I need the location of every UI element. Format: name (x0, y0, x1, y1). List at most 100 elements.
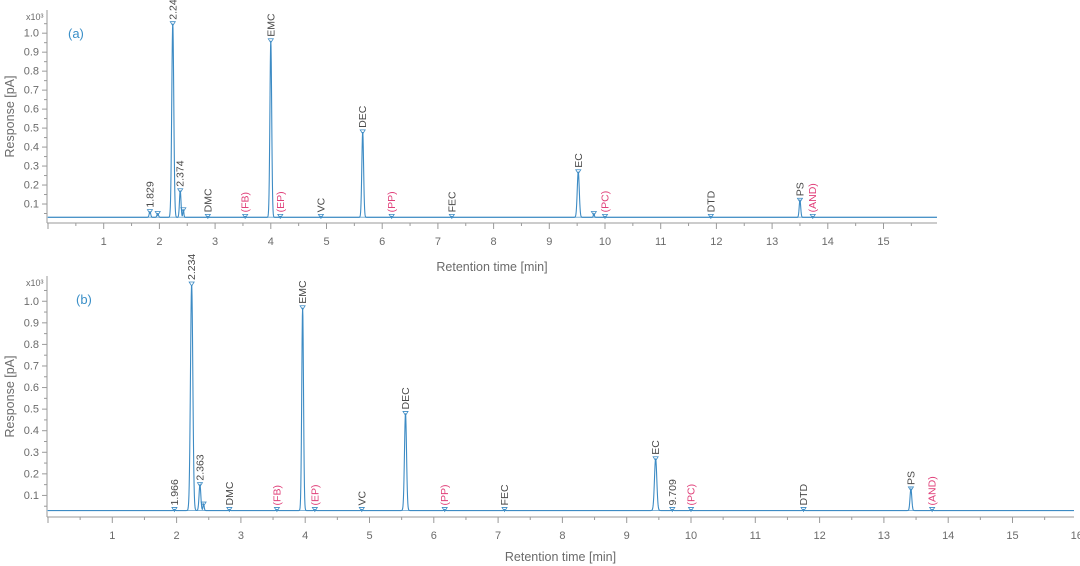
x-tick-label: 13 (878, 530, 890, 542)
peak-label: DTD (798, 483, 810, 505)
peak-marker (601, 213, 609, 220)
peak-label: (PC) (686, 484, 698, 506)
chart-panel: 1 2 3 4 5 6 7 8 9 10 11 12 13 14 150.10.20.30.40.50.60… (3, 0, 937, 274)
peak-marker (707, 213, 715, 220)
y-tick-label: 1.0 (24, 296, 39, 308)
y-tick-label: 0.1 (24, 490, 39, 502)
peak-marker (928, 507, 936, 513)
peak-marker (180, 207, 187, 213)
peak-marker (188, 281, 195, 287)
peak-label: (PC) (600, 191, 612, 213)
peak-label: FEC (446, 191, 458, 212)
peak-marker (402, 411, 409, 417)
peak-marker (317, 213, 325, 220)
x-tick-label: 15 (1006, 530, 1018, 542)
x-tick-label: 13 (766, 236, 778, 248)
x-tick-label: 5 (323, 236, 329, 248)
peak-label: PS (905, 471, 917, 485)
peak-label: (FB) (240, 192, 252, 212)
y-multiplier-label: x10³ (26, 12, 44, 22)
x-tick-label: 14 (942, 530, 954, 542)
y-tick-label: 0.8 (24, 66, 39, 78)
x-tick-label: 4 (302, 530, 308, 542)
x-tick-label: 15 (877, 236, 889, 248)
x-tick-label: 5 (366, 530, 372, 542)
peak-marker (299, 305, 306, 311)
x-tick-label: 11 (655, 236, 666, 248)
peak-label: EC (650, 440, 662, 455)
x-tick-label: 12 (710, 236, 722, 248)
peak-marker (177, 188, 184, 194)
y-tick-label: 0.9 (24, 317, 39, 329)
x-tick-label: 10 (685, 530, 697, 542)
y-tick-label: 0.3 (24, 447, 39, 459)
x-tick-label: 8 (491, 236, 497, 248)
x-tick-label: 2 (156, 236, 162, 248)
peak-marker (687, 507, 695, 513)
peak-label: DTD (705, 190, 717, 212)
x-tick-label: 11 (750, 530, 761, 542)
y-tick-label: 0.7 (24, 85, 39, 97)
chromatogram-trace (48, 284, 1074, 512)
y-tick-label: 0.5 (24, 123, 39, 135)
x-tick-label: 6 (431, 530, 437, 542)
y-tick-label: 0.9 (24, 47, 39, 59)
y-tick-label: 0.3 (24, 161, 39, 173)
y-tick-label: 0.7 (24, 360, 39, 372)
x-tick-label: 6 (379, 236, 385, 248)
peak-label: (AND) (927, 476, 939, 505)
x-tick-label: 4 (268, 236, 274, 248)
peak-marker (359, 129, 366, 135)
peak-label: DEC (400, 387, 412, 410)
chromatogram-trace (48, 23, 937, 218)
peak-label: DMC (202, 188, 214, 212)
y-tick-label: 1.0 (24, 28, 39, 40)
peak-label: 2.234 (186, 254, 198, 280)
x-tick-label: 16 (1071, 530, 1080, 542)
peak-marker (200, 501, 207, 507)
peak-marker (652, 456, 659, 462)
y-tick-label: 0.6 (24, 104, 39, 116)
peak-label: 2.363 (194, 454, 206, 480)
x-tick-label: 1 (109, 530, 115, 542)
peak-label: EMC (265, 13, 277, 37)
x-tick-label: 8 (559, 530, 565, 542)
panel-label: (a) (68, 26, 84, 41)
peak-marker (226, 507, 233, 513)
y-axis-title: Response [pA] (3, 76, 17, 158)
y-tick-label: 0.2 (24, 180, 39, 192)
peak-label: (EP) (275, 191, 287, 212)
y-multiplier-label: x10³ (26, 278, 44, 288)
y-tick-label: 0.8 (24, 339, 39, 351)
peak-marker (169, 21, 176, 27)
peak-marker (907, 486, 915, 492)
peak-label: (PP) (439, 484, 451, 505)
peak-marker (358, 507, 366, 513)
peak-marker (273, 507, 281, 513)
peak-marker (204, 213, 212, 220)
x-axis-title: Retention time [min] (505, 550, 616, 564)
x-tick-label: 3 (212, 236, 218, 248)
peak-marker (809, 213, 816, 220)
y-tick-label: 0.4 (24, 142, 39, 154)
peak-marker (154, 211, 161, 217)
y-axis-title: Response [pA] (3, 356, 17, 438)
y-tick-label: 0.4 (24, 425, 39, 437)
x-tick-label: 3 (238, 530, 244, 542)
peak-marker (241, 213, 249, 220)
peak-label: 2.374 (175, 160, 187, 186)
peak-label: (PP) (386, 191, 398, 212)
peak-label: 1.966 (169, 479, 181, 505)
peak-label: DEC (357, 105, 369, 128)
x-tick-label: 10 (599, 236, 611, 248)
peak-label: 2.240 (167, 0, 179, 20)
x-tick-label: 9 (546, 236, 552, 248)
peak-marker (388, 213, 395, 220)
peak-label: (AND) (807, 183, 819, 212)
x-tick-label: 7 (435, 236, 441, 248)
peak-marker (311, 507, 319, 513)
peak-label: VC (356, 490, 368, 505)
chart-panel: 1 2 3 4 5 6 7 8 9 10 11 12 13 14 15 160.10.20.30.40.50.… (3, 254, 1080, 564)
peak-marker (669, 507, 676, 513)
